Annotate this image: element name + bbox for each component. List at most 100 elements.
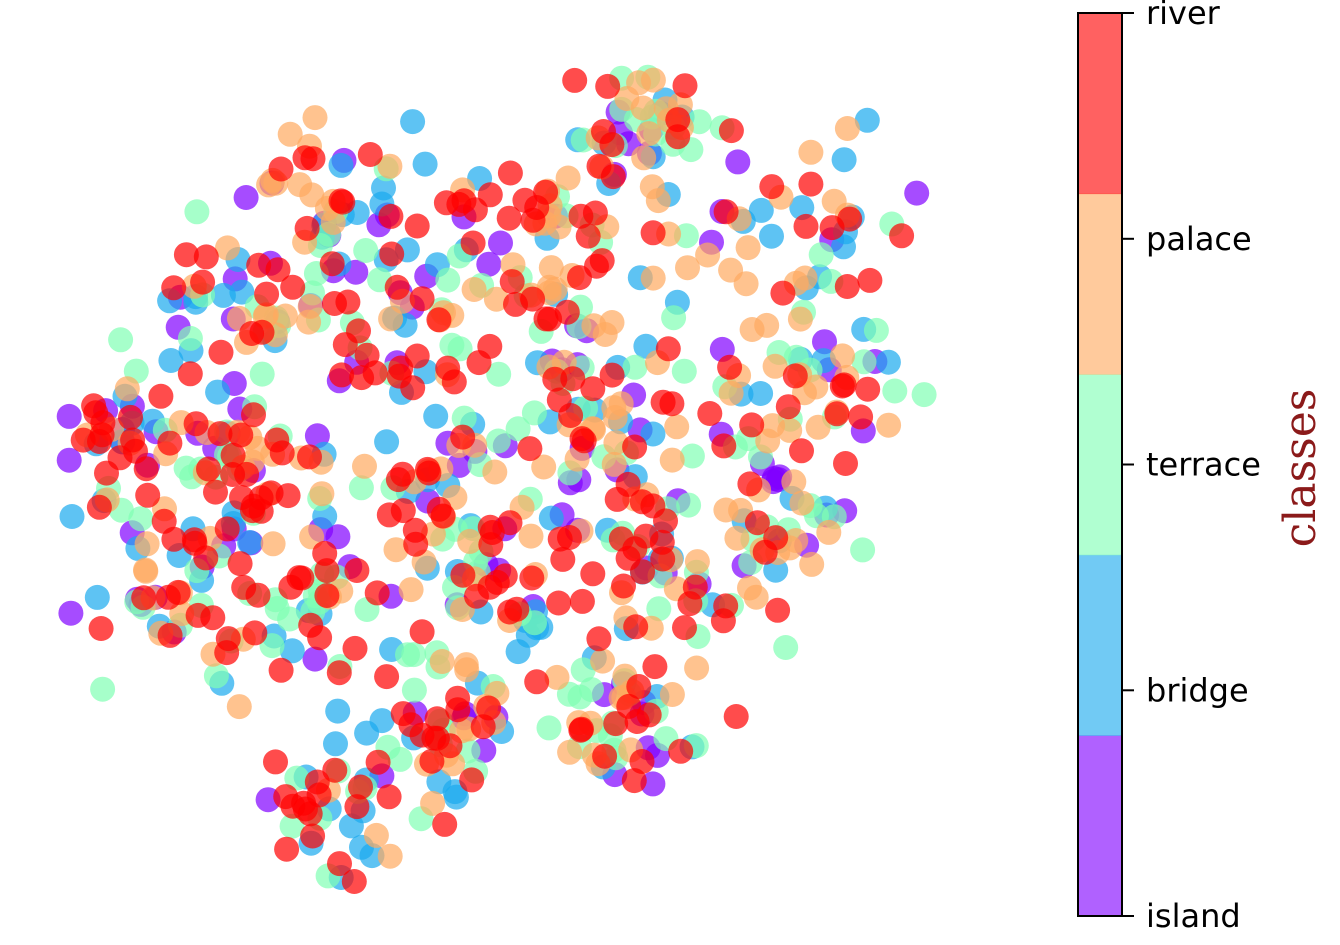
scatter-point-terrace (259, 633, 285, 659)
scatter-point-river (829, 373, 855, 399)
scatter-point-river (292, 145, 318, 171)
scatter-point-palace (461, 277, 487, 302)
scatter-point-palace (799, 551, 825, 577)
scatter-point-river (542, 366, 568, 392)
scatter-point-palace (630, 95, 656, 121)
scatter-point-bridge (789, 195, 815, 221)
scatter-point-river (246, 252, 272, 278)
scatter-point-terrace (451, 405, 477, 431)
scatter-point-river (157, 430, 183, 456)
scatter-point-river (327, 851, 352, 877)
scatter-point-palace (260, 531, 286, 557)
scatter-point-river (636, 702, 662, 728)
scatter-point-terrace (184, 199, 210, 225)
scatter-point-terrace (863, 317, 889, 343)
scatter-point-river (155, 584, 181, 610)
scatter-point-terrace (773, 635, 799, 660)
scatter-point-river (190, 269, 216, 295)
scatter-point-river (409, 286, 435, 312)
scatter-point-river (268, 657, 294, 683)
scatter-point-palace (377, 153, 403, 179)
scatter-point-island (56, 403, 82, 429)
scatter-point-river (834, 274, 860, 299)
scatter-point-palace (555, 165, 581, 191)
scatter-point-river (70, 427, 96, 453)
scatter-point-river (466, 350, 492, 376)
scatter-point-river (533, 179, 559, 205)
scatter-point-terrace (808, 242, 834, 268)
scatter-point-river (668, 738, 694, 764)
scatter-point-river (569, 588, 595, 614)
scatter-point-palace (834, 116, 860, 141)
scatter-point-river (629, 749, 655, 774)
scatter-point-river (390, 498, 416, 524)
scatter-points (56, 64, 937, 894)
scatter-point-palace (789, 490, 815, 516)
scatter-point-river (131, 585, 157, 611)
scatter-point-palace (518, 523, 544, 549)
scatter-point-river (430, 503, 456, 529)
scatter-point-terrace (348, 475, 374, 501)
scatter-point-river (240, 498, 265, 524)
scatter-point-river (409, 619, 435, 645)
scatter-point-palace (482, 459, 508, 485)
scatter-point-river (275, 483, 301, 509)
scatter-point-river (402, 517, 428, 543)
scatter-point-river (739, 412, 765, 438)
scatter-point-river (357, 142, 383, 167)
scatter-point-island (56, 447, 82, 473)
scatter-point-river (227, 551, 253, 577)
scatter-point-palace (735, 235, 761, 261)
scatter-point-river (314, 583, 340, 608)
scatter-point-river (512, 187, 538, 213)
scatter-point-palace (601, 451, 627, 477)
scatter-point-palace (754, 312, 780, 338)
scatter-point-river (332, 332, 358, 358)
colorbar-label: classes (1275, 389, 1326, 548)
scatter-point-palace (781, 469, 807, 495)
scatter-point-palace (429, 649, 455, 674)
scatter-point-island (325, 524, 351, 550)
scatter-point-river (384, 274, 410, 300)
scatter-point-terrace (353, 238, 379, 263)
scatter-point-river (90, 410, 116, 436)
scatter-point-river (220, 462, 246, 487)
scatter-point-palace (805, 414, 831, 440)
scatter-point-terrace (284, 765, 310, 791)
scatter-point-river (459, 767, 485, 793)
scatter-point-palace (377, 843, 403, 869)
colorbar-tick-label-terrace: terrace (1146, 446, 1261, 484)
scatter-point-river (603, 711, 629, 737)
scatter-point-island (812, 329, 837, 355)
scatter-point-river (497, 599, 523, 625)
scatter-point-river (682, 574, 708, 600)
scatter-point-river (378, 203, 404, 229)
scatter-point-palace (544, 664, 570, 690)
scatter-point-palace (531, 454, 557, 480)
scatter-point-river (560, 366, 586, 392)
scatter-point-palace (876, 412, 902, 438)
scatter-point-river (672, 73, 698, 99)
scatter-point-river (569, 716, 594, 742)
scatter-point-river (582, 200, 608, 226)
scatter-point-river (765, 597, 791, 623)
scatter-point-terrace (536, 715, 562, 741)
scatter-point-bridge (84, 584, 110, 610)
scatter-point-river (344, 558, 370, 583)
scatter-point-river (655, 336, 681, 362)
scatter-point-river (404, 213, 430, 239)
scatter-point-river (424, 706, 450, 732)
scatter-point-river (672, 615, 697, 641)
scatter-point-river (575, 223, 601, 249)
scatter-point-river (379, 241, 405, 267)
scatter-point-river (424, 725, 450, 751)
scatter-point-bridge (640, 421, 666, 447)
scatter-point-terrace (646, 596, 672, 622)
scatter-point-river (151, 508, 177, 534)
scatter-point-island (488, 230, 513, 256)
scatter-point-palace (675, 255, 700, 281)
scatter-point-river (848, 404, 874, 430)
colorbar-segment-river (1078, 13, 1122, 195)
scatter-point-bridge (323, 731, 348, 757)
scatter-point-island (725, 149, 751, 175)
